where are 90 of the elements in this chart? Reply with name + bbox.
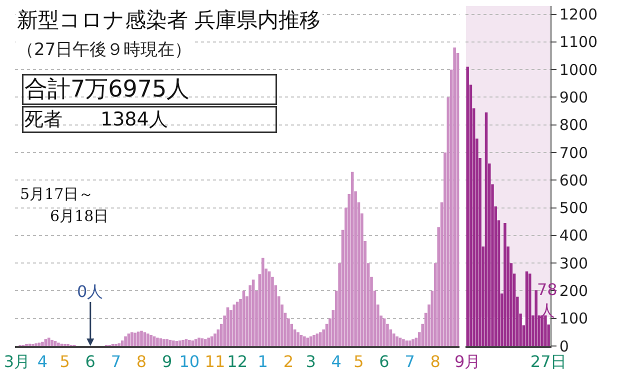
x-tick-label: 7 bbox=[110, 352, 122, 371]
bar bbox=[466, 66, 469, 346]
y-tick-label: 700 bbox=[559, 144, 588, 162]
bar bbox=[41, 342, 44, 346]
bar bbox=[402, 339, 405, 346]
bar bbox=[296, 332, 300, 346]
bar bbox=[34, 343, 38, 346]
x-tick-label: 5 bbox=[60, 352, 70, 371]
bar bbox=[172, 340, 175, 346]
bar bbox=[408, 340, 412, 346]
bar bbox=[124, 336, 127, 346]
annotation: 6月18日 bbox=[50, 207, 109, 225]
x-tick-label: 12 bbox=[227, 352, 248, 371]
bar bbox=[44, 339, 48, 346]
y-tick-label: 100 bbox=[559, 310, 588, 328]
bar bbox=[38, 342, 41, 346]
bar bbox=[214, 334, 216, 346]
bar bbox=[261, 258, 264, 346]
bar bbox=[184, 339, 188, 346]
bar bbox=[150, 334, 152, 346]
bar bbox=[453, 47, 456, 346]
bar bbox=[525, 271, 528, 346]
bar bbox=[47, 338, 50, 346]
x-tick-label: 7 bbox=[404, 352, 415, 371]
x-tick-label: 4 bbox=[331, 352, 342, 371]
x-tick-label: 3 bbox=[306, 352, 316, 371]
bar bbox=[318, 332, 322, 346]
bar bbox=[204, 339, 207, 346]
bar bbox=[191, 340, 194, 346]
bar bbox=[306, 338, 310, 346]
bar bbox=[207, 338, 210, 346]
annotation: 5月17日～ bbox=[20, 185, 94, 203]
bar bbox=[396, 336, 398, 346]
bar bbox=[405, 340, 408, 346]
annotation: 死者 1384人 bbox=[24, 108, 168, 130]
bar bbox=[392, 334, 396, 346]
y-tick-label: 900 bbox=[559, 88, 588, 106]
x-tick-label: 10 bbox=[179, 352, 200, 371]
bar bbox=[134, 332, 137, 346]
x-tick-label: 9月 bbox=[454, 352, 481, 371]
bar bbox=[534, 290, 538, 346]
bar bbox=[143, 332, 146, 346]
annotation: 0人 bbox=[77, 282, 104, 301]
bar bbox=[50, 340, 54, 346]
bar bbox=[312, 334, 316, 346]
x-tick-label: 5 bbox=[354, 352, 364, 371]
bar bbox=[130, 332, 134, 346]
bar bbox=[166, 339, 168, 346]
y-tick-label: 500 bbox=[559, 199, 588, 218]
bar bbox=[504, 222, 506, 346]
bar bbox=[528, 274, 532, 346]
y-tick-label: 1200 bbox=[559, 6, 598, 24]
bar bbox=[140, 330, 143, 346]
bar bbox=[146, 334, 150, 346]
bar bbox=[303, 336, 306, 346]
y-tick-label: 800 bbox=[559, 116, 588, 134]
x-tick-label: 6 bbox=[379, 352, 390, 371]
y-tick-label: 400 bbox=[559, 226, 588, 245]
bar bbox=[398, 338, 402, 346]
x-tick-label: 6 bbox=[85, 352, 96, 371]
x-tick-label: 2 bbox=[283, 352, 294, 371]
bar bbox=[175, 341, 178, 346]
x-tick-label: 1 bbox=[258, 352, 268, 371]
y-tick-label: 1100 bbox=[559, 33, 598, 52]
bar bbox=[198, 338, 200, 346]
bar bbox=[194, 339, 198, 346]
x-tick-label: 4 bbox=[37, 352, 48, 371]
x-tick-label: 3月 bbox=[4, 352, 30, 371]
y-tick-label: 300 bbox=[559, 254, 588, 272]
annotation: 合計7万6975人 bbox=[24, 76, 190, 102]
y-tick-label: 600 bbox=[559, 171, 588, 190]
bar bbox=[232, 304, 236, 346]
y-tick-label: 200 bbox=[559, 282, 588, 300]
bar bbox=[156, 338, 159, 346]
bar bbox=[182, 340, 184, 346]
bar bbox=[57, 342, 60, 346]
bar bbox=[188, 340, 191, 346]
bar bbox=[118, 343, 121, 346]
text: （27日午後９時現在） bbox=[17, 40, 192, 60]
y-tick-label: 1000 bbox=[559, 60, 598, 79]
x-tick-label: 8 bbox=[136, 352, 147, 371]
chart-title: 新型コロナ感染者 兵庫県内推移 bbox=[17, 8, 321, 32]
x-tick-label: 9 bbox=[162, 352, 172, 371]
bar bbox=[484, 112, 488, 346]
bar bbox=[136, 332, 140, 346]
bar bbox=[412, 339, 414, 346]
bar bbox=[350, 172, 354, 346]
x-tick-label: 11 bbox=[204, 352, 226, 371]
bar bbox=[162, 339, 166, 346]
x-tick-label: 8 bbox=[430, 352, 440, 371]
